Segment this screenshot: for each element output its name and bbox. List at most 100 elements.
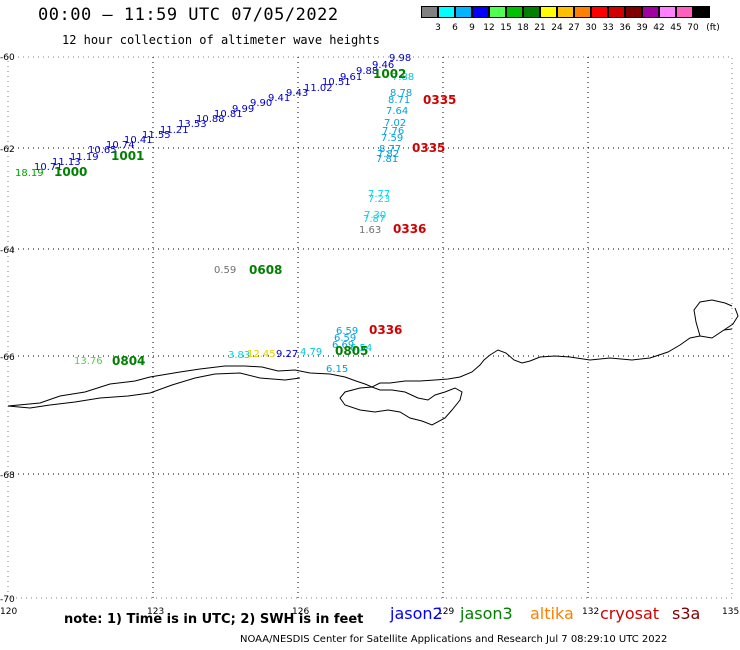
color-swatch — [659, 6, 676, 18]
color-scale-label: 18 — [517, 23, 529, 33]
cryosat-time-mark: 0336 — [369, 323, 402, 337]
obs-label: 10.88 — [196, 114, 225, 125]
coastline-east — [693, 299, 739, 337]
obs-label: 9.43 — [286, 88, 308, 99]
coastline — [7, 328, 733, 407]
obs-label: 7.23 — [368, 194, 390, 205]
obs-label: 6.59 — [334, 333, 356, 344]
y-tick-label: -66 — [0, 353, 15, 363]
color-swatch — [472, 6, 489, 18]
obs-label: 8.78 — [390, 88, 412, 99]
color-scale-label: 33 — [602, 23, 614, 33]
color-swatch — [591, 6, 608, 18]
obs-label: 10.51 — [322, 77, 351, 88]
obs-label: 18.19 — [15, 168, 44, 179]
color-scale-label: 12 — [483, 23, 495, 33]
obs-label: 13.76 — [74, 356, 103, 367]
color-scale-label: 21 — [534, 23, 546, 33]
y-tick-label: -68 — [0, 471, 15, 481]
obs-label: 8.77 — [379, 144, 401, 155]
map-title: 00:00 – 11:59 UTC 07/05/2022 — [38, 5, 339, 25]
jason3-time-mark: 0804 — [112, 354, 145, 368]
jason3-time-mark: 1002 — [373, 67, 406, 81]
color-swatch — [506, 6, 523, 18]
color-scale-label: 70 — [687, 23, 699, 33]
obs-label: 4.79 — [300, 347, 322, 358]
y-tick-label: -62 — [0, 145, 15, 155]
y-tick-label: -70 — [0, 595, 15, 605]
obs-label: 9.90 — [250, 98, 272, 109]
obs-label: 9.99 — [232, 104, 254, 115]
legend-altika: altika — [530, 604, 574, 623]
obs-label: 9.61 — [340, 72, 362, 83]
color-scale-label: 36 — [619, 23, 631, 33]
y-tick-label: -60 — [0, 53, 15, 63]
obs-label: 7.76 — [382, 126, 404, 137]
color-scale-label: 24 — [551, 23, 563, 33]
credit-line: NOAA/NESDIS Center for Satellite Applica… — [240, 634, 668, 645]
obs-label: 9.88 — [356, 66, 378, 77]
obs-label: 3.83 — [228, 350, 250, 361]
color-swatch — [540, 6, 557, 18]
cryosat-time-mark: 0335 — [423, 93, 456, 107]
obs-label: 10.65 — [88, 145, 117, 156]
x-tick-label: 123 — [147, 607, 164, 617]
color-scale-label: 15 — [500, 23, 512, 33]
obs-label: 11.02 — [304, 83, 333, 94]
color-scale-label: 27 — [568, 23, 580, 33]
jason3-time-mark: 0608 — [249, 263, 282, 277]
obs-label: 1.63 — [359, 225, 381, 236]
coastline-peninsula — [7, 372, 301, 409]
color-swatch — [438, 6, 455, 18]
x-axis-ticks: 120 123 126 129 132 135 — [0, 607, 739, 617]
obs-label: 9.41 — [268, 93, 290, 104]
jason3-time-mark: 1001 — [111, 149, 144, 163]
color-swatch — [455, 6, 472, 18]
x-tick-label: 132 — [582, 607, 599, 617]
color-scale-unit: (ft) — [706, 23, 720, 33]
legend-jason3: jason3 — [460, 604, 513, 623]
color-scale-label: 42 — [653, 23, 665, 33]
x-tick-label: 135 — [722, 607, 739, 617]
map-subtitle: 12 hour collection of altimeter wave hei… — [62, 33, 380, 47]
jason3-time-mark: 1000 — [54, 165, 87, 179]
color-scale-label: 6 — [452, 23, 458, 33]
cryosat-time-mark: 0335 — [412, 141, 445, 155]
obs-label: 12.45 — [247, 349, 276, 360]
obs-label: 11.21 — [160, 125, 189, 136]
obs-label: 11.13 — [52, 157, 81, 168]
color-scale-label: 45 — [670, 23, 682, 33]
color-swatch — [642, 6, 659, 18]
y-axis-ticks: -60 -62 -64 -66 -68 -70 — [0, 53, 15, 605]
color-swatch — [676, 6, 693, 18]
obs-label: 7.02 — [384, 118, 406, 129]
obs-label: 11.55 — [142, 130, 171, 141]
obs-label: 7.87 — [363, 214, 385, 225]
color-swatch — [421, 6, 438, 18]
color-scale-label: 3 — [435, 23, 441, 33]
color-swatch — [625, 6, 642, 18]
color-swatch — [693, 6, 710, 18]
coastline-inlet — [339, 386, 463, 426]
legend-cryosat: cryosat — [600, 604, 660, 623]
x-tick-label: 126 — [292, 607, 309, 617]
obs-label: 7.77 — [368, 189, 390, 200]
legend-jason2: jason2 — [390, 604, 443, 623]
obs-label: 6.59 — [336, 326, 358, 337]
obs-label: 0.59 — [214, 265, 236, 276]
obs-label: 6.54 — [350, 343, 372, 354]
cryosat-time-mark: 0336 — [393, 222, 426, 236]
footnote: note: 1) Time is in UTC; 2) SWH is in fe… — [64, 612, 364, 627]
obs-label: 10.71 — [34, 162, 63, 173]
color-scale-label: 30 — [585, 23, 597, 33]
obs-label: 7.81 — [376, 154, 398, 165]
color-swatch — [608, 6, 625, 18]
x-tick-label: 120 — [0, 607, 17, 617]
obs-label: 8.71 — [388, 95, 410, 106]
obs-label: 10.74 — [106, 140, 135, 151]
obs-label: 7.59 — [381, 133, 403, 144]
legend-s3a: s3a — [672, 604, 701, 623]
obs-label: 9.27 — [276, 349, 298, 360]
color-swatch — [523, 6, 540, 18]
